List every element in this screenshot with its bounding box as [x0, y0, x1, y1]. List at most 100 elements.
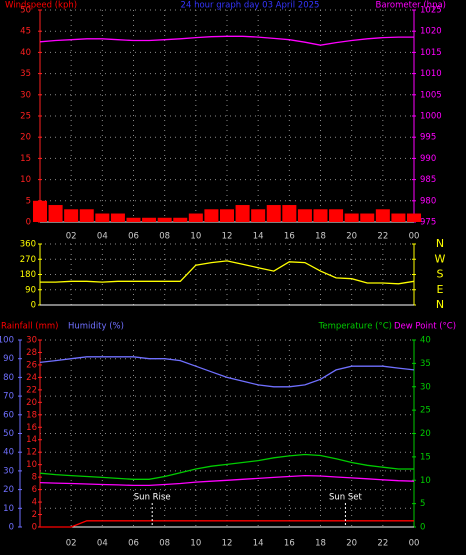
y-tick-label: S — [437, 268, 444, 281]
bar — [251, 209, 266, 222]
y-tick-label: 985 — [420, 175, 436, 185]
y-tick-label: 50 — [20, 6, 31, 16]
series-line — [39, 474, 415, 487]
y-tick-label: 40 — [20, 48, 31, 58]
y-tick-label: 980 — [420, 196, 436, 206]
y-tick-label: 270 — [20, 255, 36, 265]
x-tick-label: 00 — [409, 232, 420, 242]
bar — [266, 205, 281, 222]
x-tick-label: 16 — [284, 232, 295, 242]
y-tick-label: 1010 — [420, 69, 442, 79]
bar — [313, 209, 328, 222]
x-tick-label: 02 — [66, 539, 77, 549]
y-tick-label: 975 — [420, 218, 436, 228]
series-line — [40, 260, 415, 285]
y-tick-label: 30 — [26, 336, 37, 346]
bar — [219, 209, 235, 222]
y-tick-label: 30 — [3, 466, 14, 476]
y-tick-label: 1000 — [420, 112, 442, 122]
y-tick-label: 70 — [3, 392, 14, 402]
bar — [360, 213, 375, 222]
bar — [204, 209, 219, 222]
y-tick-label: 28 — [26, 348, 37, 358]
y-tick-label: 15 — [20, 154, 31, 164]
y-tick-label: 4 — [32, 498, 37, 508]
y-tick-label: 1015 — [420, 48, 442, 58]
y-tick-label: N — [436, 298, 444, 311]
y-tick-label: 40 — [420, 336, 431, 346]
y-tick-label: 2 — [32, 510, 37, 520]
y-tick-label: 60 — [3, 410, 14, 420]
bar — [95, 213, 110, 222]
y-tick-label: 5 — [26, 196, 31, 206]
bar — [110, 213, 125, 222]
y-tick-label: 10 — [20, 175, 31, 185]
y-tick-label: 8 — [32, 473, 37, 483]
x-tick-label: 22 — [377, 232, 388, 242]
bar — [79, 209, 94, 222]
y-tick-label: 180 — [20, 270, 36, 280]
y-tick-label: 10 — [3, 504, 14, 514]
bar — [64, 209, 79, 222]
x-tick-label: 10 — [190, 539, 201, 549]
y-tick-label: 35 — [420, 359, 431, 369]
x-tick-label: 14 — [253, 539, 264, 549]
y-tick-label: 995 — [420, 133, 436, 143]
bar — [157, 217, 172, 222]
y-tick-label: 1025 — [420, 6, 442, 16]
x-tick-label: 04 — [97, 539, 108, 549]
y-tick-label: W — [435, 252, 446, 265]
y-tick-label: 0 — [9, 523, 14, 533]
x-tick-label: 20 — [346, 539, 357, 549]
y-tick-label: 45 — [20, 27, 31, 37]
y-tick-label: 18 — [26, 410, 37, 420]
x-tick-label: 10 — [190, 232, 201, 242]
y-tick-label: 90 — [3, 354, 14, 364]
bar — [329, 209, 344, 222]
bar — [282, 205, 297, 222]
x-tick-label: 12 — [222, 232, 233, 242]
y-tick-label: 16 — [26, 423, 37, 433]
bar — [48, 205, 63, 222]
y-tick-label: 0 — [31, 301, 36, 311]
y-tick-label: 1005 — [420, 90, 442, 100]
y-tick-label: 100 — [0, 336, 14, 346]
y-tick-label: 0 — [420, 523, 425, 533]
x-tick-label: 18 — [315, 232, 326, 242]
bar — [32, 200, 48, 222]
y-tick-label: N — [436, 237, 444, 250]
y-tick-label: 12 — [26, 448, 37, 458]
legend-label: Windspeed (kph) — [5, 1, 77, 11]
y-tick-label: 0 — [26, 218, 31, 228]
y-tick-label: 30 — [420, 382, 431, 392]
legend-label: Humidity (%) — [68, 322, 124, 332]
legend-label: Dew Point (°C) — [394, 322, 456, 332]
x-tick-label: 08 — [159, 232, 170, 242]
y-tick-label: 15 — [420, 452, 431, 462]
bar — [235, 205, 250, 222]
y-tick-label: 20 — [20, 133, 31, 143]
chart-title: 24 hour graph day 03 April 2025 — [181, 1, 320, 11]
y-tick-label: 26 — [26, 360, 37, 370]
y-tick-label: 20 — [3, 485, 14, 495]
y-tick-label: 40 — [3, 448, 14, 458]
y-tick-label: 5 — [420, 499, 425, 509]
y-tick-label: 6 — [32, 485, 37, 495]
series-line — [40, 520, 414, 528]
bar — [344, 213, 359, 222]
legend-label: Rainfall (mm) — [1, 322, 59, 332]
y-tick-label: E — [437, 283, 444, 296]
x-tick-label: 02 — [66, 232, 77, 242]
y-tick-label: 360 — [20, 240, 36, 250]
bar — [188, 213, 203, 222]
x-tick-label: 12 — [222, 539, 233, 549]
bar — [406, 213, 422, 222]
x-tick-label: 20 — [346, 232, 357, 242]
y-tick-label: 22 — [26, 385, 37, 395]
x-tick-label: 16 — [284, 539, 295, 549]
y-tick-label: 24 — [26, 373, 37, 383]
x-tick-label: 06 — [128, 539, 139, 549]
x-tick-label: 14 — [253, 232, 264, 242]
bar — [142, 217, 157, 222]
